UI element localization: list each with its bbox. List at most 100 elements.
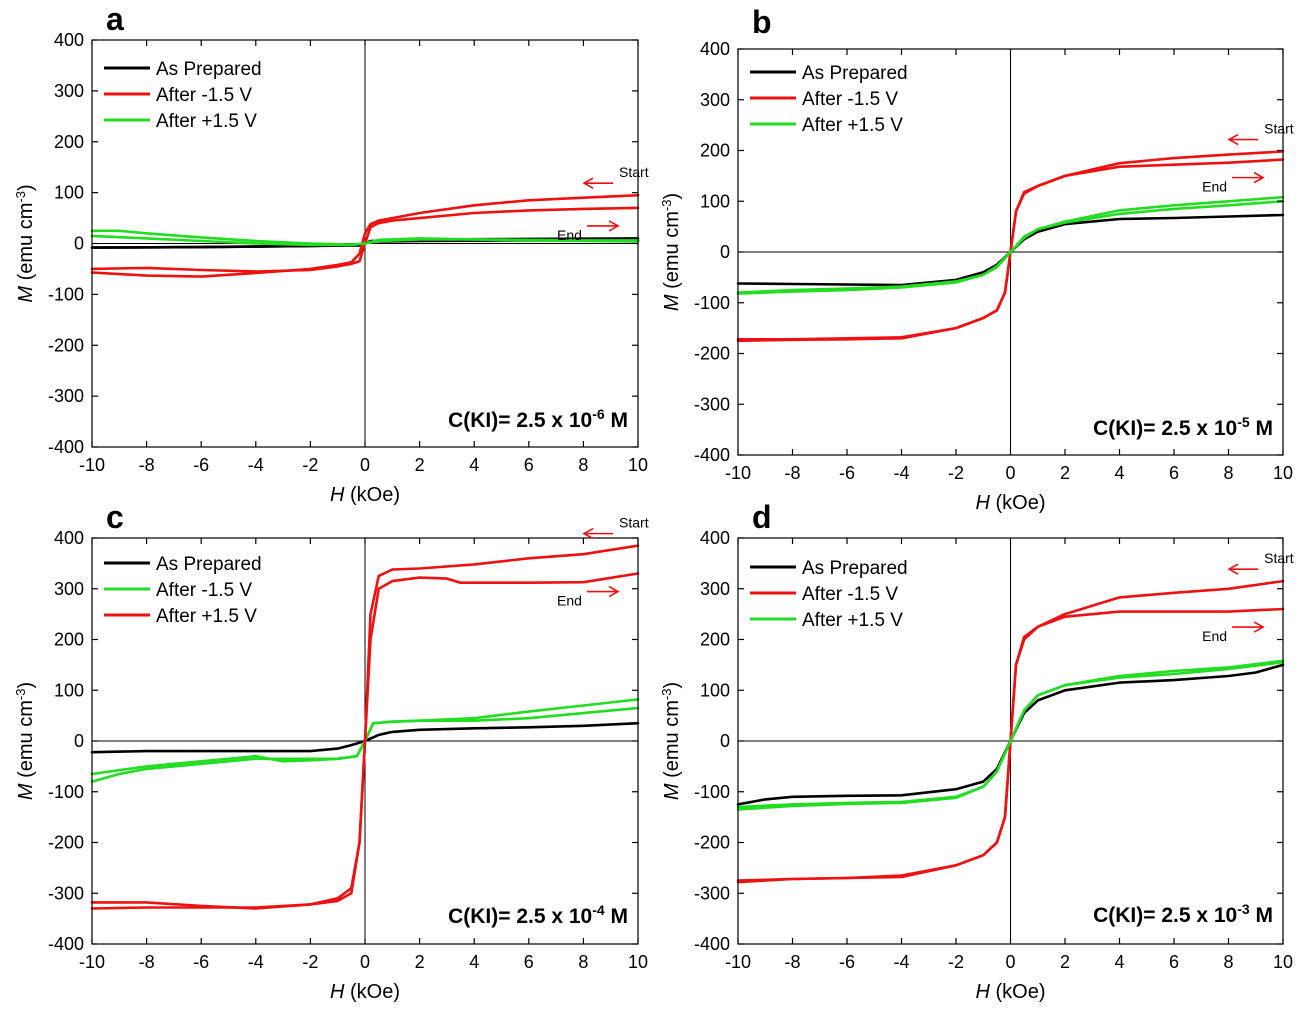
y-tick-label: -400 [48, 934, 84, 954]
x-tick-label: -2 [948, 463, 964, 483]
end-arrowhead [608, 585, 620, 598]
y-axis-label-unit: (emu cm [15, 700, 37, 783]
y-tick-label: 200 [54, 630, 84, 650]
y-axis-label-symbol: M [661, 294, 683, 311]
y-axis-label-exponent: -3 [659, 200, 674, 212]
start-arrowhead [582, 527, 594, 540]
y-tick-label: 0 [74, 731, 84, 751]
y-tick-label: 200 [54, 132, 84, 152]
x-tick-label: -6 [839, 952, 855, 972]
start-label: Start [1264, 550, 1294, 566]
series-line-5 [90, 234, 640, 247]
x-axis-label-symbol: H [330, 484, 345, 506]
x-tick-label: -10 [725, 463, 751, 483]
panel-letter: b [752, 4, 772, 40]
y-tick-label: 0 [720, 242, 730, 262]
series-line-4 [90, 572, 640, 910]
legend-label: After -1.5 V [156, 580, 252, 601]
series-line-4 [736, 200, 1285, 294]
concentration-suffix: M [605, 905, 628, 928]
y-tick-label: -300 [48, 386, 84, 406]
series-line-2 [90, 193, 640, 278]
x-tick-label: 0 [360, 952, 370, 972]
x-tick-label: -6 [839, 463, 855, 483]
x-axis-label: H (kOe) [330, 484, 400, 506]
legend-label: As Prepared [156, 554, 262, 575]
concentration-label: C(KI)= 2.5 x 10-6 M [448, 406, 628, 432]
y-tick-label: 0 [74, 234, 84, 254]
x-tick-label: 8 [1223, 952, 1233, 972]
concentration-suffix: M [1250, 904, 1273, 927]
end-arrowhead [608, 220, 620, 232]
x-tick-label: 4 [1114, 952, 1124, 972]
start-label: Start [619, 164, 649, 180]
x-tick-label: -4 [248, 952, 264, 972]
x-axis-label: H (kOe) [975, 981, 1045, 1003]
y-tick-label: 200 [700, 141, 730, 161]
y-axis-label: M (emu cm-3) [659, 193, 684, 311]
y-tick-label: 0 [720, 731, 730, 751]
x-tick-label: -4 [893, 952, 909, 972]
legend-label: As Prepared [802, 558, 908, 579]
y-axis-label-symbol: M [15, 783, 37, 800]
x-tick-label: 4 [469, 952, 479, 972]
x-tick-label: -8 [784, 463, 800, 483]
panel-c: -10 -8 -6 -4 -2 0 2 4 6 8 10 -400 -300 -200 -100 0 100 20… [13, 499, 649, 1003]
x-tick-label: 10 [628, 455, 648, 475]
y-axis-label-close: ) [661, 682, 683, 689]
series-line-2 [90, 698, 640, 776]
x-axis-label-symbol: H [975, 492, 990, 514]
y-axis-label-exponent: -3 [13, 689, 28, 701]
x-tick-label: -6 [193, 952, 209, 972]
x-tick-label: -2 [302, 952, 318, 972]
concentration-suffix: M [605, 409, 628, 432]
y-axis-label-symbol: M [661, 783, 683, 800]
y-tick-label: 400 [54, 30, 84, 50]
y-tick-label: 100 [700, 680, 730, 700]
x-tick-label: 4 [469, 455, 479, 475]
panel-d: -10 -8 -6 -4 -2 0 2 4 6 8 10 -400 -300 -200 -100 0 100 20… [659, 499, 1294, 1003]
x-tick-label: 6 [524, 455, 534, 475]
start-arrowhead [1227, 133, 1239, 146]
y-axis-label-exponent: -3 [13, 191, 28, 203]
y-tick-label: -100 [694, 782, 730, 802]
start-label: Start [619, 515, 649, 531]
y-tick-label: 300 [700, 579, 730, 599]
y-tick-label: -200 [48, 833, 84, 853]
x-tick-label: 8 [578, 952, 588, 972]
concentration-exponent: -5 [1237, 414, 1250, 430]
concentration-suffix: M [1250, 417, 1273, 440]
x-tick-label: 2 [415, 455, 425, 475]
y-tick-label: -300 [694, 883, 730, 903]
y-tick-label: -100 [48, 782, 84, 802]
end-label: End [1202, 179, 1227, 195]
x-tick-label: 2 [415, 952, 425, 972]
y-tick-label: 300 [700, 90, 730, 110]
y-axis-label-unit: (emu cm [661, 700, 683, 783]
y-tick-label: 400 [54, 528, 84, 548]
y-tick-label: 400 [700, 39, 730, 59]
y-tick-label: 300 [54, 579, 84, 599]
legend-label: After +1.5 V [802, 115, 903, 136]
concentration-label: C(KI)= 2.5 x 10-3 M [1093, 901, 1273, 927]
y-axis-label-close: ) [15, 682, 37, 689]
x-tick-label: -4 [248, 455, 264, 475]
x-axis-label-unit: (kOe) [344, 981, 400, 1003]
y-tick-label: 100 [54, 680, 84, 700]
x-tick-label: 8 [578, 455, 588, 475]
y-tick-label: 100 [700, 191, 730, 211]
end-label: End [557, 227, 582, 243]
x-tick-label: 6 [1169, 952, 1179, 972]
panel-letter: d [752, 499, 772, 535]
legend-label: As Prepared [156, 59, 262, 80]
legend-label: After -1.5 V [802, 89, 898, 110]
x-tick-label: 2 [1060, 463, 1070, 483]
x-tick-label: 0 [360, 455, 370, 475]
y-axis-label-close: ) [661, 193, 683, 200]
y-tick-label: 200 [700, 630, 730, 650]
x-tick-label: 10 [1273, 463, 1293, 483]
x-tick-label: 10 [628, 952, 648, 972]
concentration-prefix: C(KI)= 2.5 x 10 [448, 409, 592, 432]
legend-label: After -1.5 V [802, 584, 898, 605]
